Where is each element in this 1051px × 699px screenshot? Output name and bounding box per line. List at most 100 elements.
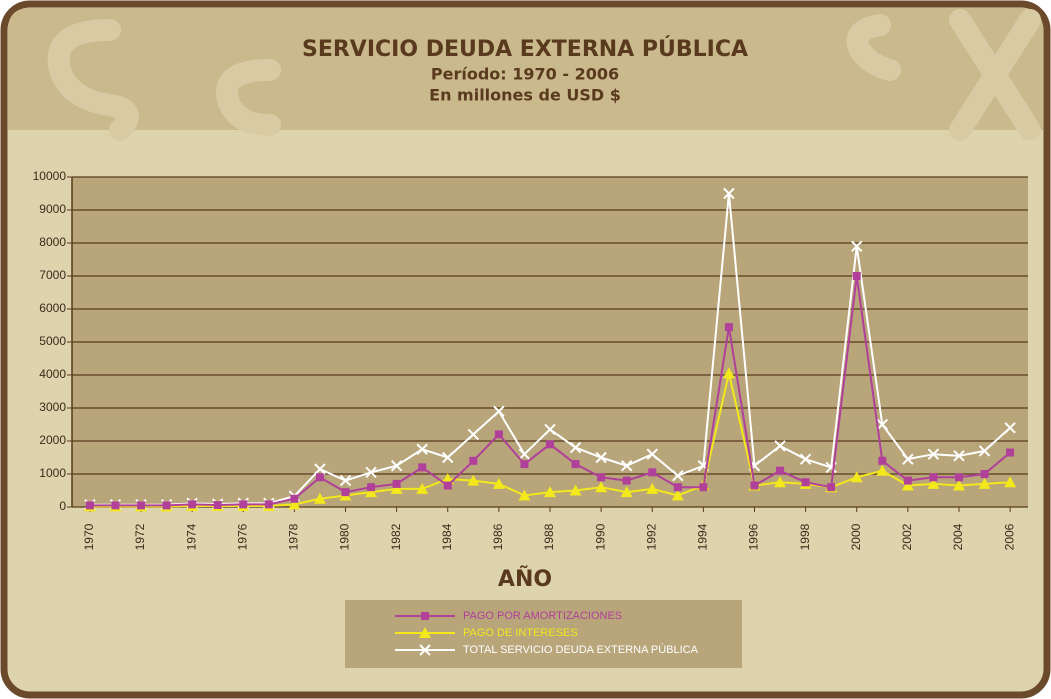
x-tick-label: 2004: [951, 523, 965, 550]
header-band: [8, 8, 1043, 130]
point: [518, 489, 531, 501]
point: [1004, 476, 1017, 488]
point: [978, 445, 991, 457]
point: [927, 448, 940, 460]
point: [774, 476, 787, 488]
point: [903, 476, 912, 485]
point: [1006, 448, 1015, 457]
point: [443, 481, 452, 490]
point: [520, 460, 529, 469]
point: [878, 456, 887, 465]
legend-label: PAGO POR AMORTIZACIONES: [463, 610, 622, 622]
point: [851, 240, 863, 253]
x-tick-label: 1986: [491, 523, 505, 550]
point: [776, 466, 785, 475]
y-tick-label: 4000: [39, 367, 66, 381]
point: [801, 478, 810, 487]
point: [902, 453, 914, 465]
point: [137, 501, 146, 510]
chart-subtitle: En millones de USD $: [429, 86, 621, 105]
point: [569, 484, 582, 496]
point: [518, 448, 531, 460]
legend-label: PAGO DE INTERESES: [463, 627, 578, 639]
x-tick-label: 1992: [644, 523, 658, 550]
point: [1004, 422, 1016, 434]
point: [620, 460, 633, 472]
x-tick-label: 1976: [235, 523, 249, 550]
point: [418, 463, 427, 472]
point: [367, 483, 376, 492]
point: [569, 441, 582, 454]
point: [876, 464, 889, 476]
x-tick-label: 1972: [133, 523, 147, 550]
x-tick-label: 1990: [593, 523, 607, 550]
point: [852, 272, 861, 280]
point: [724, 323, 733, 332]
point: [750, 481, 759, 490]
point: [544, 423, 556, 436]
point: [952, 479, 965, 491]
x-tick-label: 1994: [696, 523, 710, 550]
point: [671, 489, 684, 501]
legend-marker: [419, 644, 431, 656]
x-tick-label: 1988: [542, 523, 556, 550]
point: [416, 482, 429, 494]
point: [493, 405, 505, 418]
point: [595, 451, 607, 464]
y-tick-label: 9000: [39, 202, 66, 216]
point: [827, 483, 836, 492]
point: [673, 483, 682, 492]
point: [620, 486, 633, 498]
point: [469, 456, 478, 465]
x-tick-label: 1982: [389, 523, 403, 550]
point: [723, 187, 735, 200]
point: [699, 483, 708, 492]
x-tick-label: 1980: [338, 523, 352, 550]
point: [646, 448, 658, 460]
point: [467, 428, 480, 441]
point: [544, 486, 556, 498]
point: [416, 443, 428, 455]
point: [365, 486, 378, 498]
point: [264, 500, 273, 509]
y-tick-label: 7000: [39, 268, 66, 282]
point: [901, 479, 914, 491]
point: [646, 482, 659, 494]
point: [239, 500, 248, 509]
point: [392, 479, 401, 488]
legend-marker: [419, 627, 431, 638]
x-tick-label: 1996: [747, 523, 761, 550]
point: [85, 501, 94, 510]
point: [213, 501, 222, 510]
point: [722, 367, 735, 379]
point: [571, 460, 580, 469]
point: [288, 498, 301, 510]
y-tick-label: 0: [59, 499, 66, 513]
chart-subtitle: Período: 1970 - 2006: [431, 65, 619, 84]
point: [954, 473, 963, 482]
point: [672, 469, 684, 482]
point: [595, 481, 608, 493]
point: [341, 488, 350, 497]
x-tick-label: 2002: [900, 523, 914, 550]
point: [929, 473, 938, 482]
point: [799, 453, 812, 465]
x-tick-label: 2006: [1002, 523, 1016, 550]
point: [314, 463, 326, 475]
point: [315, 473, 324, 482]
x-tick-label: 1984: [440, 523, 454, 550]
point: [953, 450, 965, 462]
y-tick-label: 5000: [39, 334, 66, 348]
x-tick-label: 1970: [82, 523, 96, 550]
decoration: [47, 9, 1041, 141]
point: [339, 474, 352, 487]
point: [980, 470, 989, 478]
point: [467, 474, 480, 486]
x-tick-label: 1974: [184, 523, 198, 550]
y-tick-label: 1000: [39, 466, 66, 480]
point: [313, 492, 326, 504]
chart-title: SERVICIO DEUDA EXTERNA PÚBLICA: [302, 36, 748, 62]
point: [111, 501, 120, 510]
point: [622, 476, 631, 485]
